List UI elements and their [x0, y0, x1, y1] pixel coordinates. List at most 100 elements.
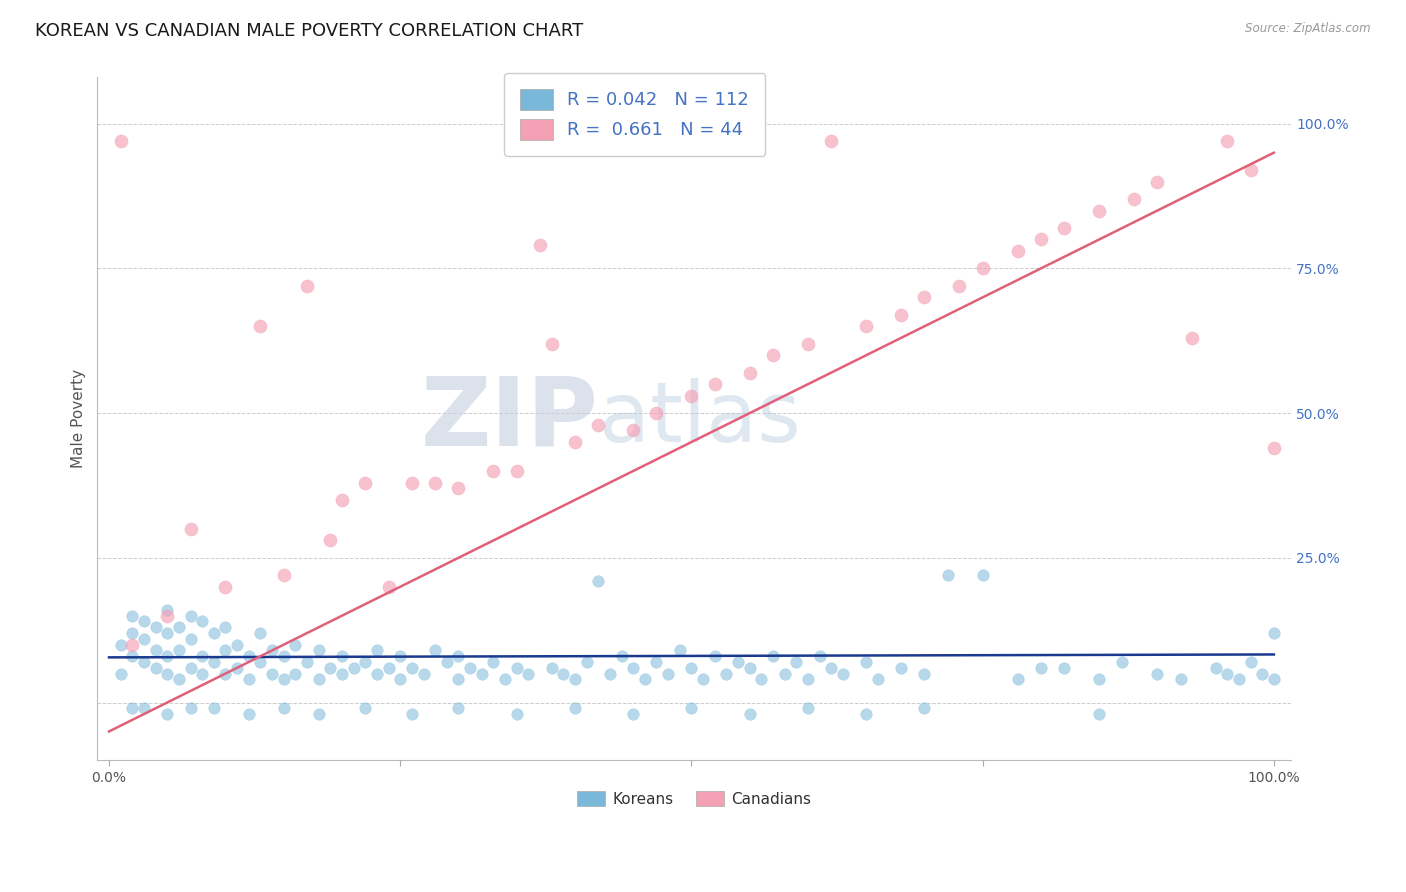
Point — [482, 464, 505, 478]
Point — [214, 666, 236, 681]
Point — [797, 673, 820, 687]
Point — [191, 649, 214, 664]
Point — [226, 661, 249, 675]
Point — [855, 707, 877, 722]
Point — [540, 336, 562, 351]
Point — [425, 475, 447, 490]
Point — [866, 673, 889, 687]
Point — [586, 417, 609, 432]
Point — [1216, 666, 1239, 681]
Point — [1216, 134, 1239, 148]
Point — [1227, 673, 1250, 687]
Point — [855, 319, 877, 334]
Point — [1007, 673, 1029, 687]
Point — [1088, 203, 1111, 218]
Point — [330, 649, 353, 664]
Text: KOREAN VS CANADIAN MALE POVERTY CORRELATION CHART: KOREAN VS CANADIAN MALE POVERTY CORRELAT… — [35, 22, 583, 40]
Point — [529, 238, 551, 252]
Point — [505, 464, 527, 478]
Point — [121, 638, 143, 652]
Point — [191, 615, 214, 629]
Point — [1263, 626, 1285, 640]
Point — [132, 615, 155, 629]
Point — [586, 574, 609, 588]
Point — [458, 661, 481, 675]
Point — [262, 666, 284, 681]
Point — [482, 655, 505, 669]
Point — [681, 661, 703, 675]
Point — [121, 649, 143, 664]
Point — [785, 655, 807, 669]
Point — [1181, 331, 1204, 345]
Point — [1239, 163, 1261, 178]
Point — [249, 319, 271, 334]
Point — [703, 649, 725, 664]
Point — [191, 666, 214, 681]
Point — [308, 707, 330, 722]
Point — [1029, 661, 1052, 675]
Point — [621, 661, 644, 675]
Point — [226, 638, 249, 652]
Point — [773, 666, 796, 681]
Point — [634, 673, 657, 687]
Point — [599, 666, 621, 681]
Point — [1053, 661, 1076, 675]
Point — [564, 673, 586, 687]
Point — [167, 620, 190, 634]
Point — [738, 366, 761, 380]
Point — [564, 435, 586, 450]
Point — [273, 568, 295, 582]
Point — [645, 655, 668, 669]
Point — [308, 673, 330, 687]
Text: ZIP: ZIP — [420, 373, 599, 466]
Point — [564, 701, 586, 715]
Point — [389, 673, 412, 687]
Y-axis label: Male Poverty: Male Poverty — [72, 369, 86, 468]
Point — [145, 643, 167, 657]
Point — [471, 666, 494, 681]
Point — [1251, 666, 1274, 681]
Point — [273, 701, 295, 715]
Point — [681, 701, 703, 715]
Point — [156, 608, 179, 623]
Point — [762, 649, 785, 664]
Point — [1007, 244, 1029, 258]
Point — [249, 655, 271, 669]
Point — [284, 638, 307, 652]
Point — [890, 661, 912, 675]
Point — [354, 701, 377, 715]
Point — [132, 701, 155, 715]
Point — [156, 666, 179, 681]
Point — [797, 336, 820, 351]
Point — [238, 707, 260, 722]
Point — [912, 666, 935, 681]
Point — [1263, 441, 1285, 455]
Point — [447, 481, 470, 495]
Point — [202, 655, 225, 669]
Point — [156, 626, 179, 640]
Point — [180, 661, 202, 675]
Point — [308, 643, 330, 657]
Point — [180, 632, 202, 646]
Point — [1170, 673, 1192, 687]
Point — [890, 308, 912, 322]
Text: Source: ZipAtlas.com: Source: ZipAtlas.com — [1246, 22, 1371, 36]
Point — [808, 649, 831, 664]
Point — [343, 661, 366, 675]
Point — [831, 666, 853, 681]
Point — [727, 655, 749, 669]
Point — [389, 649, 412, 664]
Point — [540, 661, 562, 675]
Point — [284, 666, 307, 681]
Point — [180, 608, 202, 623]
Point — [936, 568, 959, 582]
Point — [505, 661, 527, 675]
Point — [180, 701, 202, 715]
Point — [295, 278, 318, 293]
Point — [447, 701, 470, 715]
Point — [1146, 175, 1168, 189]
Point — [621, 707, 644, 722]
Point — [167, 643, 190, 657]
Point — [645, 406, 668, 420]
Point — [354, 655, 377, 669]
